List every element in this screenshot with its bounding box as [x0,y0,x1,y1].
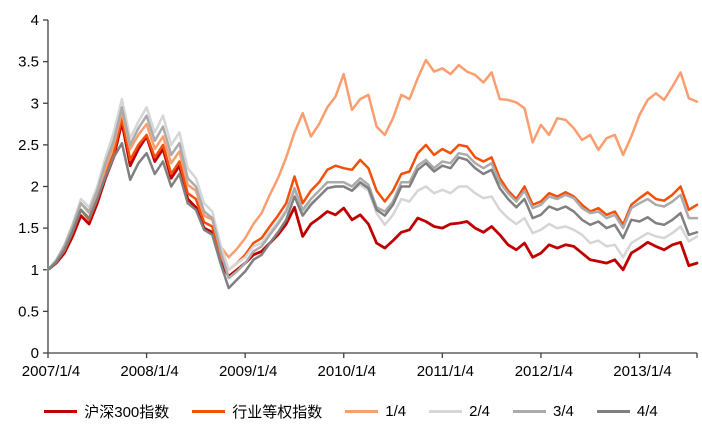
legend-item-沪深300指数: 沪深300指数 [44,401,169,422]
x-tick-label: 2007/1/4 [22,363,80,380]
x-axis: 2007/1/4 2008/1/4 2009/1/4 2010/1/4 2011/1/4… [22,353,698,380]
y-tick-label: 0 [31,345,39,362]
x-tick-label: 2010/1/4 [318,363,376,380]
x-tick-label: 2013/1/4 [613,363,671,380]
legend-label: 沪深300指数 [84,404,170,421]
legend-line-swatch [192,410,226,413]
legend-label: 2/4 [469,403,491,420]
series-line-3/4 [46,106,699,280]
legend-label: 1/4 [385,403,407,420]
legend-line-swatch [596,410,630,413]
legend-line-swatch [429,410,463,413]
series-line-沪深300指数 [46,121,699,278]
x-tick-label: 2008/1/4 [120,363,178,380]
y-tick-label: 2.5 [18,137,39,154]
series-line-1/4 [46,58,699,272]
legend-label: 4/4 [636,403,658,420]
chart-legend: 沪深300指数 行业等权指数 1/4 2/4 3/4 4/4 [0,401,702,422]
legend-line-swatch [345,410,379,413]
series-line-行业等权指数 [46,116,699,272]
x-tick-label: 2011/1/4 [417,363,474,380]
x-tick-label: 2009/1/4 [219,363,277,380]
x-tick-label: 2012/1/4 [515,363,573,380]
legend-item-行业等权指数: 行业等权指数 [192,401,322,422]
y-tick-label: 1 [31,262,39,279]
legend-label: 行业等权指数 [232,404,323,421]
legend-item-3/4: 3/4 [513,403,574,420]
legend-line-swatch [513,410,547,413]
y-axis: 0 0.5 1 1.5 2 2.5 3 3.5 4 [18,12,48,362]
y-tick-label: 3 [31,95,39,112]
legend-item-4/4: 4/4 [596,403,658,420]
legend-line-swatch [44,410,78,413]
axes [47,20,697,354]
series-line-4/4 [46,141,699,290]
y-tick-label: 1.5 [18,220,39,237]
legend-item-1/4: 1/4 [345,403,406,420]
legend-label: 3/4 [553,403,574,420]
y-tick-label: 4 [31,12,39,29]
y-tick-label: 2 [31,179,39,196]
y-tick-label: 3.5 [18,54,39,71]
legend-item-2/4: 2/4 [429,403,490,420]
y-tick-label: 0.5 [18,303,39,320]
